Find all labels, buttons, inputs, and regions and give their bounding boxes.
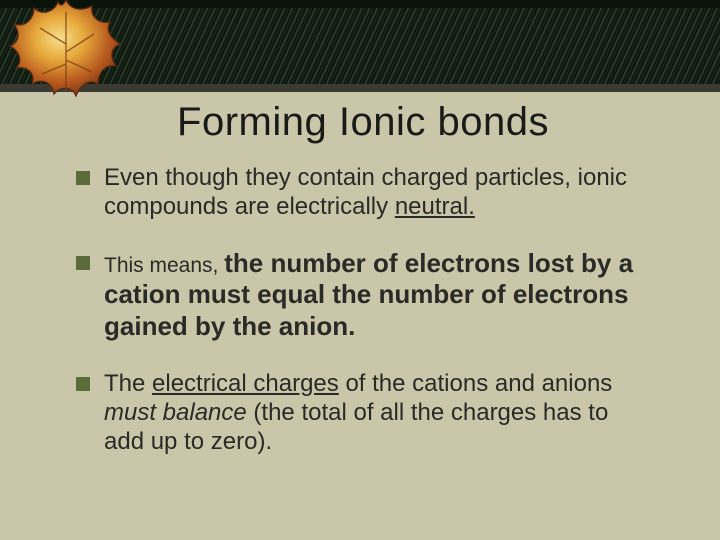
bullet-item: This means, the number of electrons lost… [76, 248, 650, 343]
text-segment: must balance [104, 399, 247, 426]
slide-content: Forming Ionic bonds Even though they con… [0, 92, 720, 482]
text-segment: The [104, 370, 152, 397]
slide-title: Forming Ionic bonds [76, 100, 650, 145]
bullet-item: The electrical charges of the cations an… [76, 369, 650, 457]
text-segment: of the cations and anions [339, 370, 613, 397]
text-segment: electrical charges [152, 370, 339, 397]
bullet-item: Even though they contain charged particl… [76, 163, 650, 222]
text-segment: neutral. [395, 193, 475, 220]
text-segment: Even though they contain charged particl… [104, 164, 627, 220]
bullet-list: Even though they contain charged particl… [76, 163, 650, 456]
text-segment: This means, [104, 254, 224, 277]
maple-leaf-icon [6, 0, 126, 104]
